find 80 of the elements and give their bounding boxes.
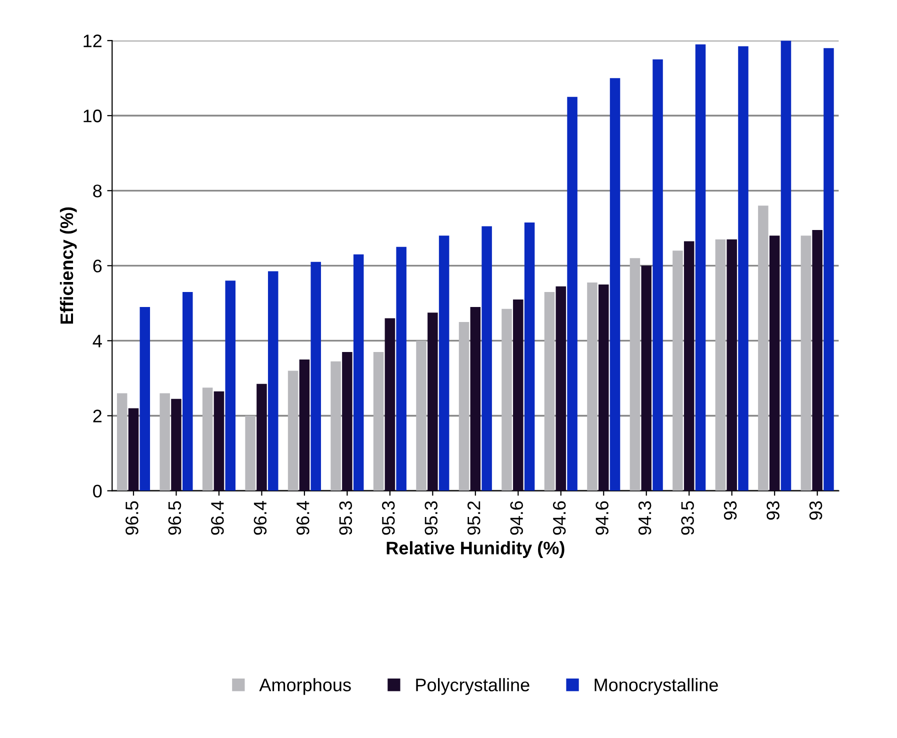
bar [245,416,256,491]
x-tick-label: 95.2 [467,501,480,535]
bar [672,250,683,491]
bar [524,222,535,491]
bar [353,254,364,491]
bar [587,282,598,491]
bar [288,370,298,491]
bar [780,40,792,491]
legend-label: Polycrystalline [416,678,530,695]
y-tick-label: 4 [92,334,102,348]
x-tick-label: 93 [809,501,822,520]
y-tick-label: 6 [93,260,102,272]
x-tick-label: 94.6 [596,501,608,535]
bar [502,308,512,491]
x-axis-title: Relative Hunidity (%) [386,541,564,558]
x-tick-label: 96.4 [211,501,224,535]
bar [482,226,492,491]
bar [567,96,578,491]
bar [738,46,748,491]
legend-label: Monocrystalline [594,678,718,695]
y-tick-label: 12 [84,34,102,48]
x-tick-label: 93.5 [681,501,694,535]
x-tick-label: 96.4 [254,501,267,535]
bar [182,292,193,491]
bar [684,241,694,491]
bar [824,48,834,491]
bar [458,322,470,491]
bar [800,236,812,491]
legend-label: Amorphous [259,678,351,695]
y-axis-title: Efficiency (%) [60,207,77,324]
bar [384,318,396,491]
bar [598,284,609,491]
bar [342,352,352,491]
bar [652,59,663,491]
bar [299,359,310,491]
x-tick-label: 96.5 [168,501,182,535]
x-tick-label: 95.3 [339,501,352,535]
bar [630,258,640,491]
y-tick-label: 0 [93,484,102,498]
bar [140,306,150,491]
bar [171,398,182,491]
bar [758,206,768,491]
y-tick-label: 2 [93,410,102,422]
bar [715,239,726,491]
bar [513,299,524,491]
bar [214,391,224,491]
bar [116,393,128,491]
x-tick-label: 96.4 [296,501,310,535]
x-tick-label: 95.3 [424,501,438,535]
bar [726,239,737,491]
bar [268,271,278,491]
y-tick-label: 10 [84,110,102,122]
bar [416,340,426,491]
x-tick-label: 93 [766,501,780,520]
bar [438,236,450,491]
bar [610,78,620,491]
x-tick-label: 94.6 [552,501,566,535]
x-tick-label: 94.6 [510,501,523,535]
bar [256,384,267,491]
bar [428,312,438,491]
bar [544,292,555,491]
bar [225,280,236,491]
bar [373,352,384,491]
y-tick-label: 8 [93,184,102,198]
bar [330,361,341,491]
x-tick-label: 93 [724,501,737,520]
bar [641,266,652,491]
bar [128,408,139,491]
bar [396,246,406,491]
x-tick-label: 96.5 [126,501,138,535]
x-tick-label: 95.3 [382,501,395,535]
bar [470,306,481,491]
bar [160,393,170,491]
bar [202,388,213,491]
bar [556,286,566,491]
bar [769,236,780,491]
bar [695,44,706,491]
bar [812,230,822,491]
bar [310,262,321,491]
x-tick-label: 94.3 [638,501,652,535]
